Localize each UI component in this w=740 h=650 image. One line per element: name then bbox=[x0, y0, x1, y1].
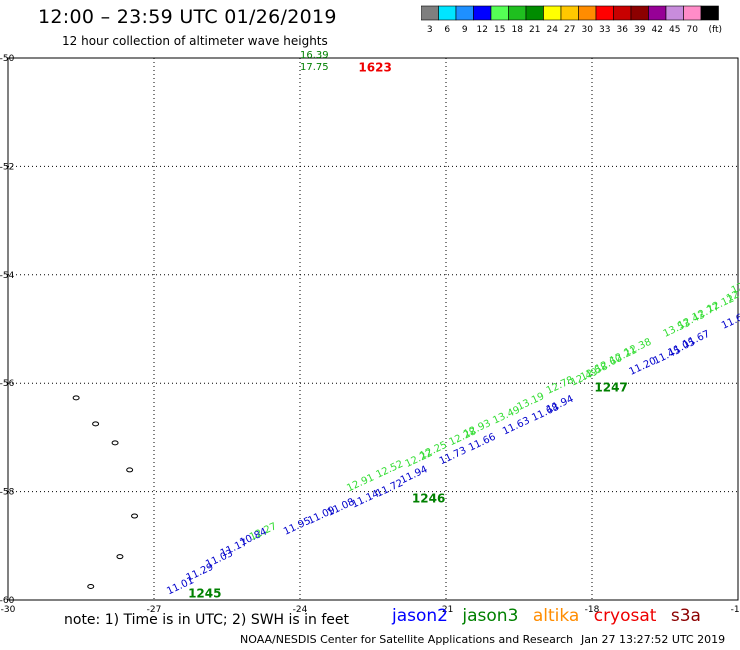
color-scale-label: 36 bbox=[617, 25, 629, 35]
page-title: 12:00 – 23:59 UTC 01/26/2019 bbox=[38, 6, 337, 28]
plot-frame bbox=[7, 57, 739, 601]
legend-cryosat: cryosat bbox=[593, 606, 657, 626]
altimeter-plot: -30-27-24-21-18-15-50-52-54-56-58-6011.0… bbox=[0, 50, 740, 615]
x-tick-label: -24 bbox=[293, 605, 308, 615]
color-scale-label: 30 bbox=[582, 25, 594, 35]
island-shape bbox=[131, 513, 139, 519]
footer-note: note: 1) Time is in UTC; 2) SWH is in fe… bbox=[64, 612, 350, 628]
swh-value-jason3: 17.75 bbox=[300, 62, 329, 73]
x-tick-label: -27 bbox=[147, 605, 162, 615]
color-scale-label: 6 bbox=[444, 25, 450, 35]
swh-value-jason2: 11.67 bbox=[681, 329, 712, 351]
color-scale-label: 45 bbox=[669, 25, 680, 35]
satellite-legend: jason2 jason3 altika cryosat s3a bbox=[392, 606, 710, 626]
color-scale-label: 21 bbox=[529, 25, 540, 35]
color-scale-label: 70 bbox=[687, 25, 699, 35]
legend-s3a: s3a bbox=[670, 606, 701, 626]
island-shape bbox=[126, 467, 134, 473]
y-tick-label: -58 bbox=[0, 488, 15, 498]
island-shape bbox=[72, 395, 80, 401]
legend-altika: altika bbox=[532, 606, 580, 626]
color-scale-label: 39 bbox=[634, 25, 646, 35]
y-tick-label: -54 bbox=[0, 271, 15, 281]
pass-time-label: 1246 bbox=[412, 491, 445, 505]
y-tick-label: -52 bbox=[0, 162, 14, 172]
y-tick-label: -50 bbox=[0, 54, 15, 64]
credit-text: NOAA/NESDIS Center for Satellite Applica… bbox=[240, 633, 574, 646]
color-scale-label: 3 bbox=[427, 25, 433, 35]
y-tick-label: -60 bbox=[0, 596, 15, 606]
color-scale-unit: (ft) bbox=[709, 25, 723, 35]
color-scale-label: 42 bbox=[652, 25, 663, 35]
x-tick-label: -15 bbox=[731, 605, 740, 615]
color-scale-label: 15 bbox=[494, 25, 505, 35]
swh-value-jason2: 11.94 bbox=[545, 394, 576, 416]
color-scale-label: 33 bbox=[599, 25, 610, 35]
credit-timestamp: Jan 27 13:27:52 UTC 2019 bbox=[581, 633, 726, 646]
swh-value-jason3: 12 bbox=[730, 281, 740, 296]
pass-time-label: 1247 bbox=[594, 380, 627, 394]
color-scale-legend: 3 6 9 12 15 18 21 24 27 30 33 36 39 42 45 70 (ft) bbox=[421, 5, 723, 35]
swh-value-jason3: 12.38 bbox=[623, 337, 654, 359]
legend-jason2: jason2 bbox=[392, 606, 448, 626]
island-shape bbox=[87, 583, 95, 589]
pass-time-label: 1623 bbox=[358, 61, 391, 75]
swh-value-jason3: 16.39 bbox=[300, 50, 329, 61]
swh-value-jason3: 12.27 bbox=[248, 521, 279, 543]
x-tick-label: -18 bbox=[585, 605, 600, 615]
y-tick-label: -56 bbox=[0, 379, 15, 389]
color-scale-label: 12 bbox=[477, 25, 488, 35]
x-tick-label: -21 bbox=[439, 605, 454, 615]
island-shape bbox=[92, 421, 100, 427]
swh-value-jason2: 11.62 bbox=[720, 310, 740, 332]
color-scale-label: 27 bbox=[564, 25, 575, 35]
x-tick-label: -30 bbox=[1, 605, 16, 615]
color-scale-label: 18 bbox=[512, 25, 524, 35]
color-scale-label: 24 bbox=[547, 25, 559, 35]
page-subtitle: 12 hour collection of altimeter wave hei… bbox=[62, 34, 328, 48]
color-swatch bbox=[700, 5, 719, 21]
island-shape bbox=[116, 554, 124, 560]
legend-jason3: jason3 bbox=[462, 606, 519, 626]
island-shape bbox=[111, 440, 119, 446]
pass-time-label: 1245 bbox=[188, 586, 221, 600]
color-scale-label: 9 bbox=[462, 25, 468, 35]
